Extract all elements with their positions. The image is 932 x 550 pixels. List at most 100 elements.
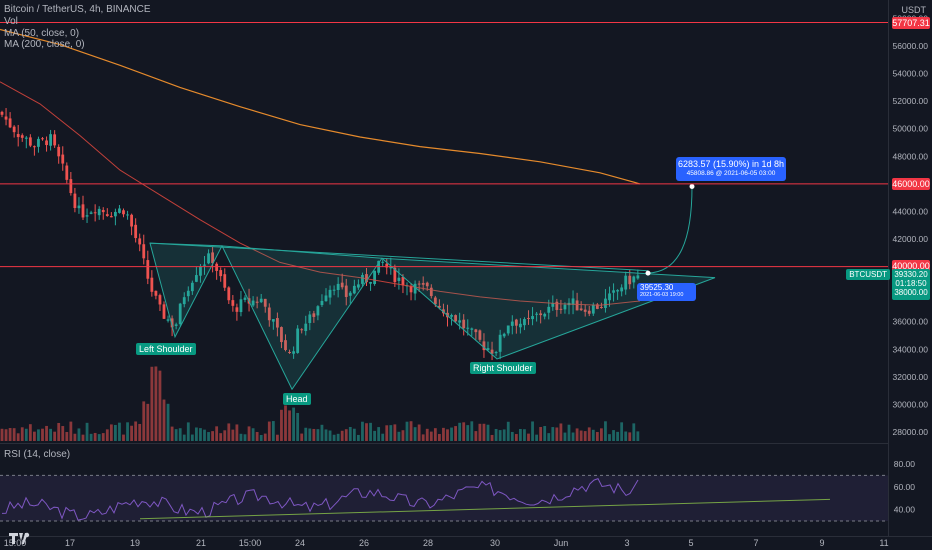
candle-body [69,179,73,194]
price-tick-label: 30000.00 [893,399,929,409]
candle-body [583,309,587,312]
volume-bar [413,427,417,441]
candle-body [616,290,619,292]
volume-bar [385,425,389,441]
candle-body [348,292,352,296]
candle-body [454,315,457,322]
rsi-tick-label: 60.00 [894,482,916,492]
candle-body [182,297,186,305]
candle-body [292,351,295,354]
candle-body [608,293,611,301]
volume-bar [61,426,65,441]
volume-bar [539,427,543,441]
candle-body [510,321,514,326]
candle-body [482,341,486,351]
rsi-tick-label: 80.00 [894,459,916,469]
volume-bar [296,412,300,441]
volume-bar [93,432,97,441]
volume-bar [616,431,619,441]
head-label[interactable]: Head [283,393,311,405]
volume-bar [126,422,129,441]
price-tick-label: 28000.00 [893,427,929,437]
volume-bar [543,426,547,441]
volume-bar [8,428,12,441]
candle-body [20,135,24,138]
time-tick-label: 7 [753,538,758,548]
candle-body [97,208,101,216]
volume-bar [28,424,32,441]
last-price-tag: 39330.20 01:18:50 38000.00 [892,269,930,300]
candle-body [474,329,478,333]
candle-body [170,318,174,328]
volume-bar [514,434,518,441]
candle-body [138,238,142,245]
candle-body [417,283,421,285]
volume-bar [186,422,190,441]
volume-bar [134,421,138,441]
volume-bar [389,425,393,441]
time-tick-label: 15:00 [239,538,262,548]
price-tick-label: 34000.00 [893,344,929,354]
candle-body [490,349,494,354]
candle-body [24,137,28,139]
candle-body [16,134,20,138]
candle-body [284,340,287,350]
volume-legend: Vol [4,16,18,27]
volume-bar [324,429,328,441]
volume-bar [559,423,563,441]
volume-bar [312,428,316,441]
price-axis[interactable]: 28000.00 30000.00 32000.00 34000.00 36000.00… [893,13,929,514]
rsi-line [1,477,639,521]
volume-bar [243,434,247,441]
volume-bar [624,431,628,441]
candle-body [397,277,401,281]
time-tick-label: 30 [490,538,500,548]
volume-bar [579,430,583,441]
candle-body [543,313,547,317]
volume-bar [591,429,595,441]
price-tag-46000: 46000.00 [892,178,930,190]
right-shoulder-label[interactable]: Right Shoulder [470,362,536,374]
volume-bar [97,434,101,441]
bar-countdown: 01:18:50 [895,279,927,288]
candle-body [389,266,393,269]
volume-bar [195,427,198,441]
volume-bar [478,423,482,441]
candle-body [57,146,61,157]
volume-bar [271,421,275,441]
volume-bar [547,433,551,441]
candle-body [37,138,40,147]
candle-body [393,267,397,283]
tradingview-logo[interactable] [8,530,36,546]
target-callout[interactable]: 6283.57 (15.90%) in 1d 8h 45808.86 @ 202… [676,157,786,181]
candle-body [506,325,510,334]
volume-bar [174,429,178,441]
target-point [689,184,695,190]
candle-body [12,126,16,133]
currency-label[interactable]: USDT [901,5,927,15]
volume-bar [247,426,251,441]
candle-body [523,319,526,326]
candle-body [276,318,279,328]
volume-bar [12,428,16,441]
candle-body [81,204,85,218]
volume-bar [357,434,360,441]
volume-bar [397,431,401,441]
price-tick-label: 44000.00 [893,206,929,216]
entry-callout[interactable]: 39525.30 2021-06-03 19:00 [637,283,696,301]
candle-body [604,298,607,308]
candle-body [203,264,206,266]
candle-body [263,298,267,307]
candle-body [280,327,283,343]
left-shoulder-label[interactable]: Left Shoulder [136,343,196,355]
volume-bar [199,428,202,441]
volume-bar [89,433,93,441]
candle-body [85,215,89,217]
candle-body [308,314,312,323]
candle-body [154,290,158,296]
candle-body [316,306,320,316]
candle-body [89,212,93,214]
volume-bar [178,428,182,441]
